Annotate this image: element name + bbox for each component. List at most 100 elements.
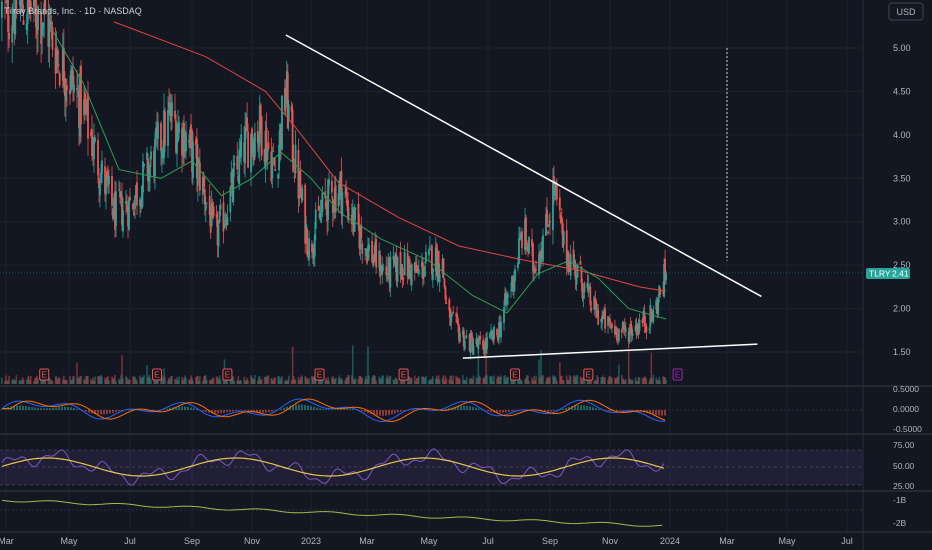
candle-body [642, 310, 645, 321]
volume-bar [250, 375, 252, 384]
candle-body [226, 217, 229, 225]
candle-body [562, 231, 565, 245]
earnings-badge-box [672, 368, 683, 381]
x-axis-tick-label: Jul [124, 536, 136, 546]
volume-bar [601, 376, 603, 384]
volume-bar [133, 376, 135, 384]
volume-bar [372, 375, 374, 384]
volume-bar [444, 376, 447, 384]
candle-body [191, 129, 193, 173]
volume-bar [531, 377, 533, 384]
candle-body [208, 196, 211, 215]
volume-bar [202, 380, 204, 384]
volume-bar [581, 378, 584, 384]
volume-bar [185, 378, 187, 384]
macd-histogram-bar [217, 410, 219, 414]
volume-bar [203, 375, 206, 384]
volume-bar [229, 378, 232, 384]
macd-histogram-bar [268, 410, 270, 413]
volume-indicator-pane[interactable] [0, 499, 863, 527]
volume-bar [217, 378, 220, 384]
volume-bar [455, 375, 457, 384]
candle-body [500, 321, 502, 338]
macd-histogram-bar [61, 406, 63, 410]
macd-histogram-bar [154, 410, 156, 411]
candle-body [63, 78, 66, 97]
candle-body [555, 182, 558, 200]
candle-body [182, 127, 184, 149]
candle-body [184, 145, 186, 153]
candle-body [240, 134, 243, 158]
volume-bar [1, 377, 3, 384]
candle-body [435, 244, 438, 277]
candle-body [281, 95, 283, 150]
volume-bar [211, 377, 214, 384]
volume-bar [94, 376, 96, 384]
volume-bar [609, 375, 611, 384]
macd-pane[interactable] [0, 398, 863, 423]
candle-body [621, 322, 624, 330]
volume-bar [27, 375, 30, 384]
drawings[interactable] [0, 34, 863, 359]
candle-body [443, 279, 446, 287]
volume-bar [29, 376, 32, 384]
earnings-badge[interactable]: E [152, 368, 162, 381]
candle-body [547, 231, 549, 234]
volume-bar [76, 362, 78, 384]
candle-body [580, 266, 583, 283]
rsi-pane[interactable] [0, 448, 863, 486]
currency-button[interactable]: USD [888, 2, 924, 21]
earnings-badge[interactable]: E [510, 368, 520, 381]
volume-bar [13, 379, 16, 384]
earnings-badge[interactable]: E [583, 368, 594, 381]
volume-bar [35, 377, 37, 384]
macd-histogram-bar [349, 408, 351, 410]
volume-bar [56, 379, 59, 384]
candle-body [416, 267, 419, 270]
candle-body [650, 308, 653, 317]
macd-histogram-bar [382, 410, 384, 416]
macd-histogram-bar [37, 407, 39, 410]
volume-bar [126, 377, 128, 384]
volume-bar [341, 379, 344, 384]
volume-bar [379, 378, 382, 384]
candle-body [381, 264, 384, 275]
volume-bar [472, 375, 475, 384]
candle-body [212, 206, 215, 216]
earnings-badge[interactable]: E [222, 368, 233, 381]
volume-bar [586, 380, 589, 384]
volume-bar [643, 376, 646, 384]
x-axis-tick-label: 2023 [301, 536, 321, 546]
candle-body [463, 340, 466, 350]
volume-bar [500, 375, 502, 384]
candle-body [475, 338, 478, 345]
volume-bar [122, 378, 124, 384]
volume-bar [93, 380, 95, 384]
volume-bar [354, 377, 357, 384]
support-trendline[interactable] [462, 343, 758, 359]
earnings-badge[interactable]: E [39, 368, 50, 381]
volume-bar [101, 376, 103, 384]
volume-bar [57, 377, 60, 384]
candle-body [126, 204, 128, 212]
descending-trendline[interactable] [285, 34, 762, 298]
candle-body [603, 309, 605, 319]
earnings-badge[interactable]: E [398, 368, 409, 381]
macd-histogram-bar [442, 409, 444, 410]
volume-bar [155, 380, 157, 384]
volume-bar [286, 380, 289, 384]
volume-bar [450, 375, 453, 384]
volume-bar [301, 376, 304, 384]
volume-bar [80, 375, 82, 384]
earnings-badge[interactable]: E [314, 368, 325, 381]
volume-bar [120, 375, 122, 384]
earnings-badge[interactable]: E [672, 368, 683, 381]
macd-histogram-bar [280, 408, 282, 410]
volume-bar [477, 343, 480, 384]
candle-body [594, 298, 597, 306]
volume-bar [50, 380, 53, 384]
